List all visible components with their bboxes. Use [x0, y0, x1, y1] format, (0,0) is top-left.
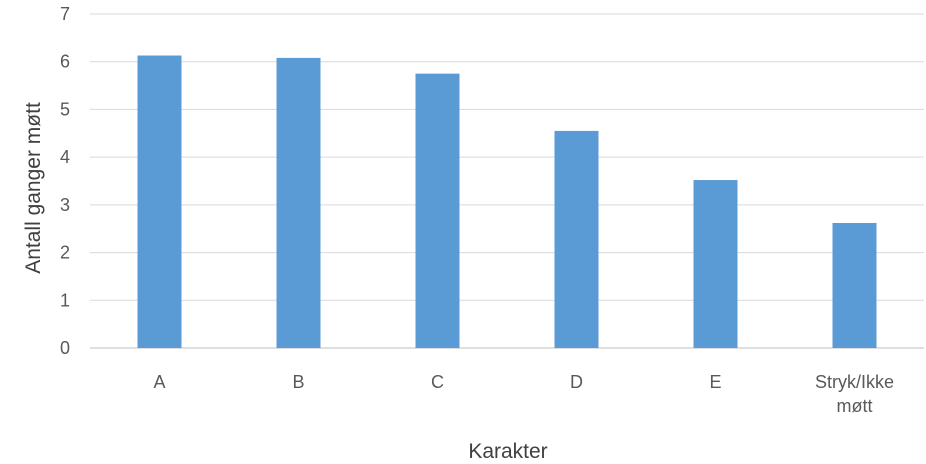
y-tick-label: 0 [60, 338, 70, 358]
x-tick-label: E [709, 372, 721, 392]
y-tick-label: 2 [60, 243, 70, 263]
x-axis-title: Karakter [468, 440, 547, 463]
x-tick-label: D [570, 372, 583, 392]
y-axis-ticks: 0 1 2 3 4 5 6 7 [60, 4, 70, 358]
bars [137, 55, 877, 349]
y-tick-label: 3 [60, 195, 70, 215]
x-tick-label: møtt [837, 396, 873, 416]
x-tick-label: B [292, 372, 304, 392]
y-axis-title: Antall ganger møtt [22, 102, 45, 274]
bar [415, 73, 460, 349]
y-tick-label: 5 [60, 99, 70, 119]
x-tick-label: C [431, 372, 444, 392]
x-tick-label: A [153, 372, 165, 392]
gridlines [90, 13, 924, 349]
y-tick-label: 4 [60, 147, 70, 167]
bar [693, 180, 738, 348]
bar [137, 55, 182, 349]
y-tick-label: 7 [60, 4, 70, 24]
bar [832, 222, 877, 348]
bar [554, 130, 599, 348]
x-tick-label: Stryk/Ikke [815, 372, 894, 392]
bar [276, 57, 321, 348]
y-tick-label: 1 [60, 290, 70, 310]
x-axis-ticks: A B C D E Stryk/Ikke møtt [153, 372, 894, 416]
y-tick-label: 6 [60, 52, 70, 72]
